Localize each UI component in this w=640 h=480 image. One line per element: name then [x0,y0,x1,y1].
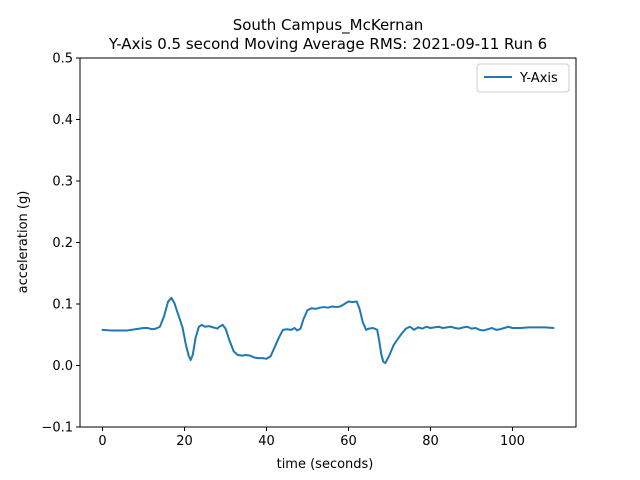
y-tick-label: 0.2 [52,236,73,251]
legend-box [476,63,570,93]
series-line-0 [101,296,555,365]
x-tick-label: 80 [422,434,439,449]
y-tick-label: 0.4 [52,113,73,128]
legend-label: Y-Axis [519,71,558,86]
x-axis: 0 20 40 60 80 100 [98,427,525,449]
y-tick-label: −0.1 [41,421,73,436]
chart-subtitle: Y-Axis 0.5 second Moving Average RMS: 20… [108,35,547,53]
x-tick-label: 20 [176,434,193,449]
x-axis-label: time (seconds) [277,457,374,472]
plot-area [79,57,577,428]
plot-frame [79,57,577,428]
x-tick-label: 40 [258,434,275,449]
x-tick-label: 100 [500,434,525,449]
y-tick-label: 0.5 [52,52,73,67]
y-tick-label: 0.3 [52,175,73,190]
y-tick-label: 0.0 [52,359,73,374]
legend: Y-Axis [476,63,570,93]
y-axis-label: acceleration (g) [16,191,31,294]
x-tick-label: 60 [340,434,357,449]
y-tick-label: 0.1 [52,298,73,313]
x-tick-label: 0 [98,434,106,449]
chart-title: South Campus_McKernan [233,16,424,35]
y-axis: −0.1 0.0 0.1 0.2 0.3 0.4 0.5 [41,52,80,436]
